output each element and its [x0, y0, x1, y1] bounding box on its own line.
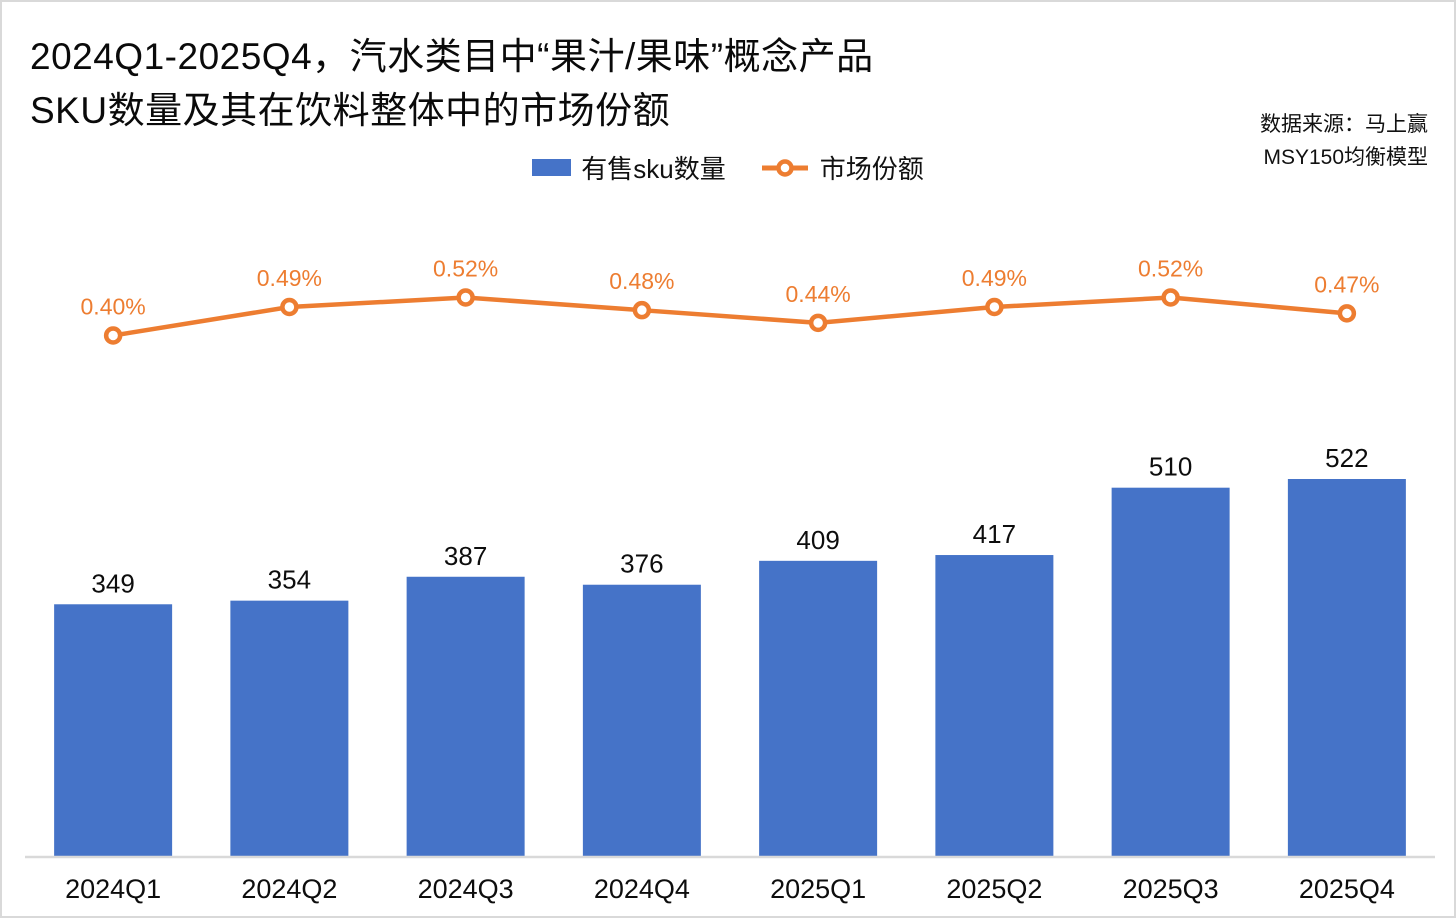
title-line-1: 2024Q1-2025Q4，汽水类目中“果汁/果味”概念产品	[30, 36, 874, 77]
bar-2024Q4	[582, 584, 701, 857]
x-axis-label-2025Q4: 2025Q4	[1299, 874, 1395, 904]
legend-bar-label: 有售sku数量	[581, 154, 726, 184]
bar-value-label-2024Q3: 387	[444, 541, 487, 571]
source-line-1: 数据来源：马上赢	[1260, 113, 1428, 136]
line-value-label-2025Q3: 0.52%	[1138, 256, 1203, 282]
bar-2025Q3	[1111, 487, 1230, 857]
bar-2024Q2	[230, 600, 349, 857]
bar-2024Q3	[406, 576, 525, 857]
page-title: 2024Q1-2025Q4，汽水类目中“果汁/果味”概念产品 SKU数量及其在饮…	[30, 30, 874, 138]
bar-value-label-2025Q2: 417	[973, 519, 1016, 549]
line-marker-2024Q1	[103, 326, 123, 345]
source-line-2: MSY150均衡模型	[1263, 146, 1428, 169]
x-axis-label-2025Q3: 2025Q3	[1123, 874, 1219, 904]
line-marker-2024Q4	[632, 300, 652, 320]
x-axis-label-2024Q1: 2024Q1	[65, 874, 161, 904]
bar-value-label-2024Q4: 376	[620, 549, 663, 579]
bar-2025Q2	[935, 555, 1054, 857]
line-marker-2024Q3	[456, 288, 475, 307]
line-marker-2025Q1	[808, 313, 828, 333]
data-source-note: 数据来源：马上赢 MSY150均衡模型	[1260, 108, 1428, 174]
bar-value-label-2024Q1: 349	[91, 568, 134, 598]
x-axis-label-2025Q2: 2025Q2	[946, 874, 1042, 904]
bar-2025Q1	[759, 560, 878, 857]
bar-series-swatch-icon	[532, 159, 572, 176]
x-axis-label-2024Q3: 2024Q3	[418, 874, 514, 904]
x-axis-label-2024Q2: 2024Q2	[241, 874, 337, 904]
bar-value-label-2025Q4: 522	[1325, 443, 1368, 473]
line-series-swatch-icon	[761, 158, 808, 177]
bar-2024Q1	[54, 604, 173, 857]
market-share-line	[110, 295, 1350, 338]
legend-item-market-share: 市场份额	[760, 149, 924, 186]
x-axis-label-2024Q4: 2024Q4	[594, 874, 690, 904]
line-value-label-2025Q4: 0.47%	[1314, 271, 1379, 297]
bar-value-label-2025Q3: 510	[1149, 452, 1192, 482]
bar-value-label-2024Q2: 354	[268, 565, 311, 595]
legend-item-sku-count: 有售sku数量	[532, 149, 726, 186]
line-value-label-2024Q1: 0.40%	[81, 294, 146, 320]
bar-value-label-2025Q1: 409	[796, 525, 839, 555]
legend-line-label: 市场份额	[819, 154, 924, 184]
line-value-label-2024Q2: 0.49%	[257, 265, 322, 291]
line-marker-2025Q4	[1337, 304, 1357, 323]
line-value-label-2024Q4: 0.48%	[609, 268, 674, 294]
line-value-label-2024Q3: 0.52%	[433, 256, 498, 282]
line-value-label-2025Q2: 0.49%	[962, 265, 1027, 291]
x-axis-label-2025Q1: 2025Q1	[770, 874, 866, 904]
title-line-2: SKU数量及其在饮料整体中的市场份额	[30, 90, 671, 131]
line-marker-2024Q2	[280, 297, 299, 317]
line-marker-2025Q2	[985, 297, 1004, 317]
line-value-label-2025Q1: 0.44%	[786, 281, 851, 307]
legend: 有售sku数量 市场份额	[2, 149, 1454, 186]
line-marker-2025Q3	[1161, 288, 1180, 307]
bar-2025Q4	[1287, 479, 1406, 857]
